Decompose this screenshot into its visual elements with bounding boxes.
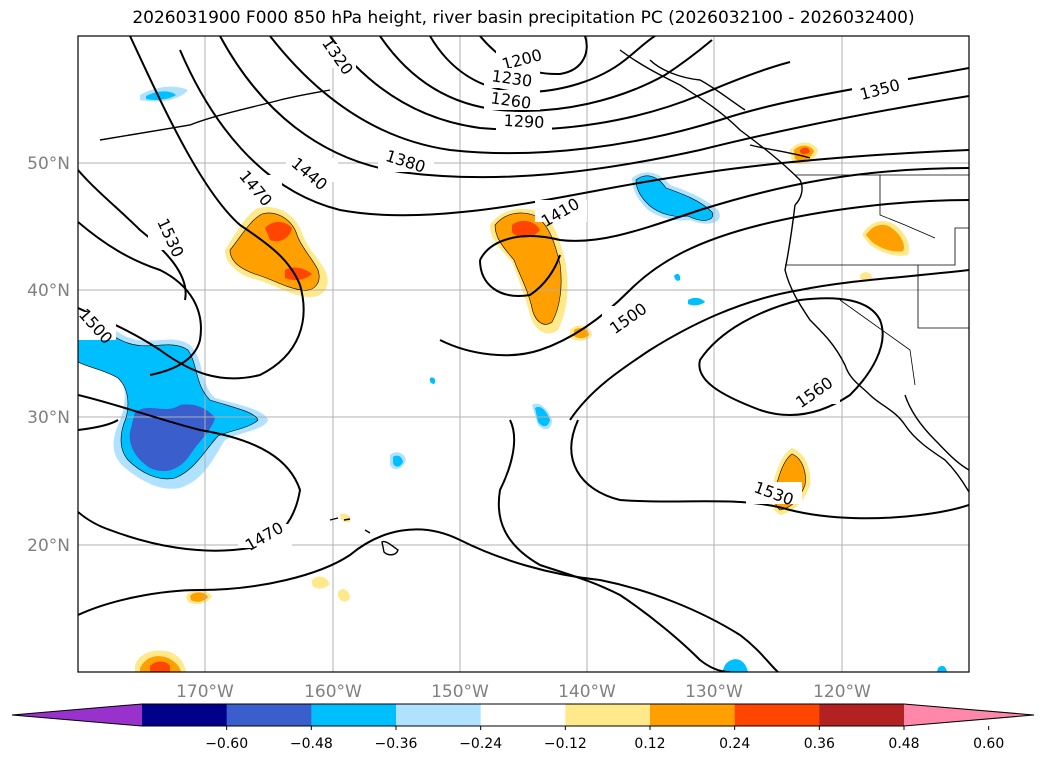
colorbar-swatch — [226, 704, 312, 726]
colorbar-tick-label: −0.24 — [459, 736, 502, 752]
colorbar-swatch — [142, 704, 228, 726]
coastlines — [99, 49, 969, 556]
map-area: 1200 1230 1260 1290 1350 1380 1410 1440 … — [78, 36, 969, 672]
colorbar-swatch — [311, 704, 397, 726]
colorbar-tick-label: 0.12 — [634, 736, 665, 752]
grid-lines — [78, 36, 969, 672]
colorbar-swatch — [819, 704, 905, 726]
lon-label: 120°W — [813, 682, 871, 702]
map-frame — [77, 35, 970, 673]
longitude-axis: 170°W 160°W 150°W 140°W 130°W 120°W — [176, 682, 871, 702]
colorbar-tick-label: 0.24 — [719, 736, 750, 752]
lat-label: 30°N — [27, 408, 70, 428]
lat-label: 20°N — [27, 536, 70, 556]
colorbar-extend-max — [904, 704, 1034, 726]
map-title: 2026031900 F000 850 hPa height, river ba… — [132, 8, 915, 28]
latitude-axis: 50°N 40°N 30°N 20°N — [27, 154, 70, 556]
lon-label: 160°W — [304, 682, 362, 702]
colorbar-tick-label: −0.12 — [544, 736, 587, 752]
lon-label: 150°W — [431, 682, 489, 702]
colorbar-tick-label: 0.36 — [804, 736, 835, 752]
colorbar-tick-label: −0.48 — [290, 736, 333, 752]
colorbar-outline — [11, 703, 1035, 727]
colorbar-tick-label: 0.48 — [888, 736, 919, 752]
lon-label: 130°W — [685, 682, 743, 702]
colorbar-tick-label: −0.60 — [205, 736, 248, 752]
lat-label: 40°N — [27, 281, 70, 301]
colorbar-extend-min — [12, 704, 142, 726]
colorbar-swatch — [650, 704, 736, 726]
lon-label: 170°W — [176, 682, 234, 702]
colorbar-swatch — [734, 704, 820, 726]
political-borders — [785, 174, 969, 386]
colorbar-tick-label: −0.36 — [375, 736, 418, 752]
colorbar-swatch — [480, 704, 566, 726]
colorbar-swatch — [565, 704, 651, 726]
contour-label: 1290 — [503, 111, 545, 132]
colorbar: −0.60 −0.48 −0.36 −0.24 −0.12 0.12 0.24 0.36 0.4… — [11, 703, 1035, 752]
colorbar-swatch — [396, 704, 482, 726]
lat-label: 50°N — [27, 154, 70, 174]
lon-label: 140°W — [558, 682, 616, 702]
colorbar-tick-label: 0.60 — [973, 736, 1004, 752]
